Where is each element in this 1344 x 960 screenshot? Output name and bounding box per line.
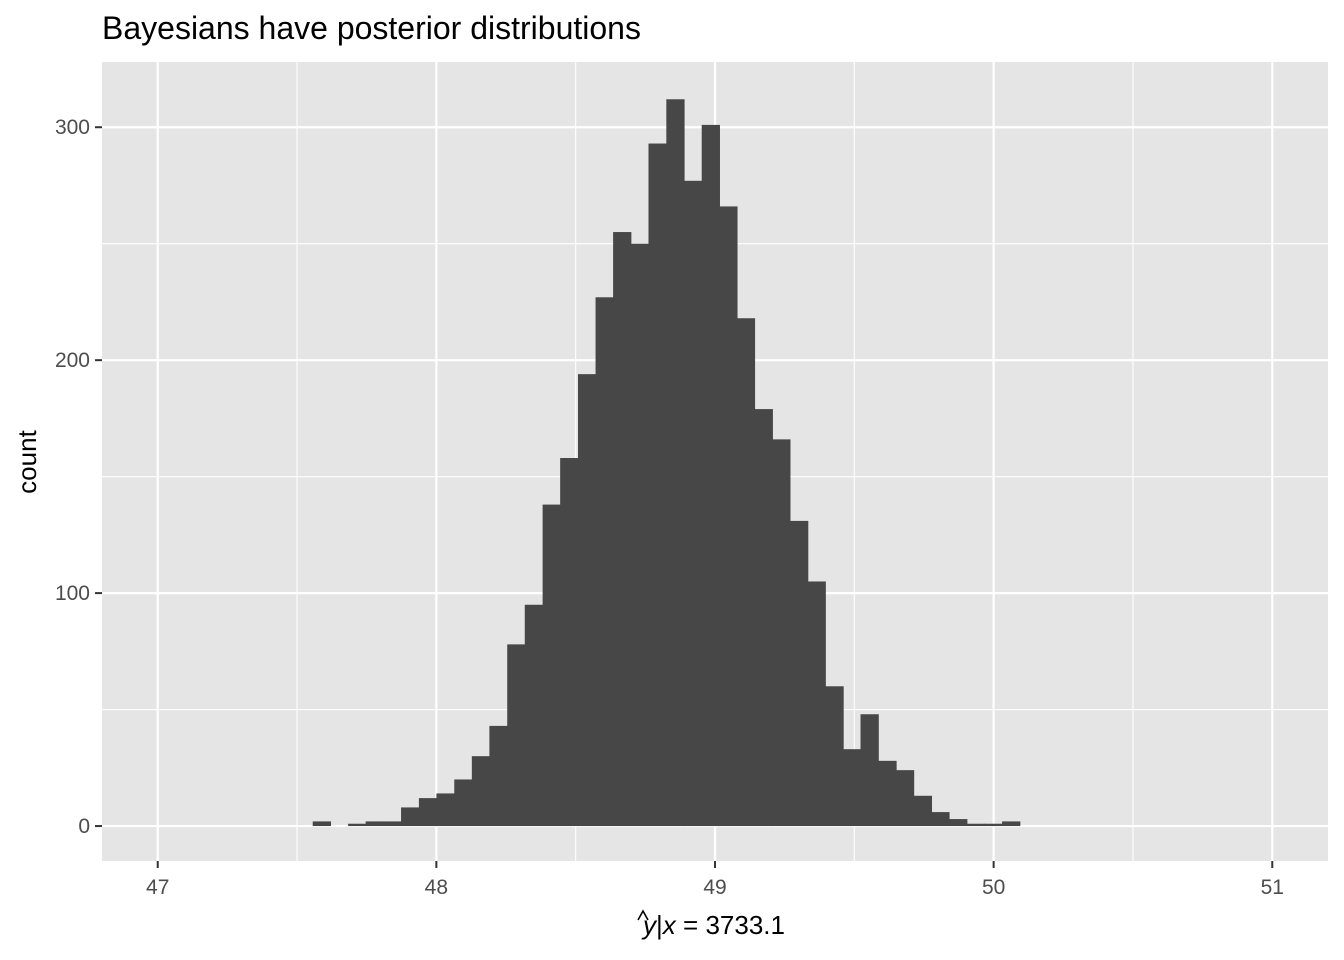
x-axis-title: y|x = 3733.1 — [641, 910, 785, 940]
hat-accent-icon — [637, 909, 649, 921]
histogram-bar — [790, 520, 809, 827]
x-tick-label: 49 — [703, 876, 726, 899]
histogram-bar — [736, 318, 756, 827]
histogram-bar — [348, 823, 367, 827]
histogram-bar — [542, 504, 561, 827]
histogram-bar — [577, 374, 597, 827]
histogram-bar — [1002, 821, 1021, 827]
histogram-bar — [931, 812, 950, 827]
y-tick-label: 0 — [78, 815, 90, 838]
x-axis-title-value: 3733.1 — [705, 910, 785, 940]
x-tick-label: 50 — [982, 876, 1005, 899]
histogram-bar — [825, 686, 844, 827]
histogram-bar — [878, 760, 897, 827]
x-axis-title-given: | — [656, 910, 663, 940]
chart-title: Bayesians have posterior distributions — [102, 10, 641, 46]
histogram-bar — [701, 124, 720, 827]
histogram-bar — [471, 756, 491, 827]
histogram-bar — [507, 644, 526, 827]
histogram-bar — [613, 232, 632, 827]
histogram-bar — [984, 823, 1003, 827]
histogram-bar — [595, 297, 614, 827]
histogram-bar — [630, 243, 650, 827]
histogram-bar — [683, 180, 703, 827]
histogram-bar — [401, 807, 420, 827]
y-tick-label: 100 — [55, 582, 90, 605]
x-axis-title-cond: x — [661, 910, 677, 940]
histogram-bar — [719, 206, 738, 827]
histogram-bar — [436, 793, 455, 827]
histogram-bar — [895, 770, 915, 827]
histogram-bar — [807, 581, 826, 827]
histogram-bar — [949, 819, 968, 827]
x-axis-title-var: y — [641, 910, 658, 940]
histogram-bar — [454, 779, 473, 827]
histogram-bar — [842, 749, 862, 827]
histogram-bar — [648, 143, 667, 827]
x-tick-label: 47 — [146, 876, 169, 899]
x-tick-label: 51 — [1261, 876, 1284, 899]
axis-tick-labels: 47 48 49 50 51 0 100 200 300 — [55, 116, 1284, 899]
x-axis-title-eq: = — [676, 910, 706, 940]
histogram-bar — [312, 821, 331, 827]
histogram-bar — [489, 725, 508, 827]
axis-ticks — [95, 126, 1274, 868]
histogram-bar — [772, 439, 791, 827]
y-axis-title: count — [12, 429, 42, 493]
x-tick-label: 48 — [425, 876, 448, 899]
y-tick-label: 200 — [55, 349, 90, 372]
histogram-bars — [312, 99, 1021, 827]
histogram-bar — [383, 821, 402, 827]
histogram-bar — [524, 604, 544, 827]
histogram-bar — [666, 99, 685, 827]
histogram-bar — [913, 795, 933, 827]
histogram-bar — [418, 798, 438, 827]
histogram-bar — [560, 458, 579, 827]
histogram-bar — [966, 823, 985, 827]
y-tick-label: 300 — [55, 116, 90, 139]
histogram-bar — [860, 714, 879, 827]
histogram-bar — [754, 409, 773, 827]
histogram-bar — [365, 821, 384, 827]
